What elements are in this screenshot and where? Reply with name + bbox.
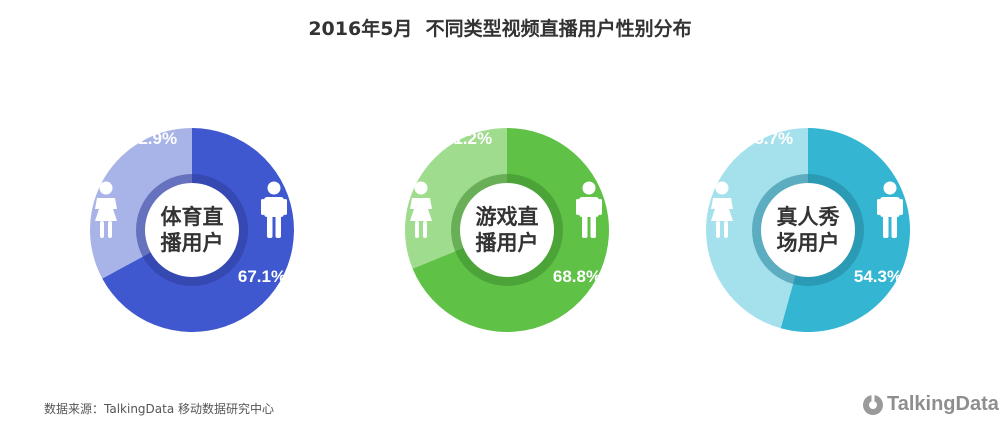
female-icon-head [414,181,428,195]
female-icon [95,181,117,238]
male-icon [576,181,602,238]
male-icon-leg [275,216,281,238]
female-icon-body [711,198,733,221]
female-icon-head [715,181,729,195]
male-icon-leg [582,216,588,238]
talkingdata-logo: TalkingData [862,393,999,416]
male-icon-leg [883,216,889,238]
female-icon [410,181,432,238]
female-icon [711,181,733,238]
female-icon-leg [415,221,419,238]
center-label-line: 游戏直 [476,205,539,229]
label-male-percent: 68.8% [553,267,601,286]
female-icon-leg [100,221,104,238]
male-icon-body [880,197,900,217]
female-icon-body [410,198,432,221]
male-icon-leg [891,216,897,238]
center-label-line: 场用户 [777,231,840,255]
logo-text: TalkingData [887,393,999,415]
male-icon-arm [283,199,287,215]
male-icon-body [579,197,599,217]
male-icon-arm [598,199,602,215]
female-icon-leg [108,221,112,238]
male-icon-head [267,181,281,195]
female-icon-head [99,181,113,195]
male-icon-arm [261,199,265,215]
male-icon-head [883,181,897,195]
center-label-line: 播用户 [161,231,224,255]
center-hole [145,183,239,277]
female-icon-body [95,198,117,221]
data-source-note: 数据来源：TalkingData 移动数据研究中心 [44,402,275,416]
label-male-percent: 54.3% [854,267,902,286]
label-female-percent: 31.2% [444,129,492,148]
male-icon-arm [576,199,580,215]
female-icon-leg [716,221,720,238]
center-label-line: 体育直 [161,205,224,229]
male-icon [877,181,903,238]
label-female-percent: 32.9% [129,129,177,148]
male-icon-head [582,181,596,195]
male-icon [261,181,287,238]
male-icon-leg [267,216,273,238]
label-male-percent: 67.1% [238,267,286,286]
logo-icon [863,394,883,415]
female-icon-leg [724,221,728,238]
male-icon-leg [590,216,596,238]
female-icon-leg [423,221,427,238]
center-label-line: 真人秀 [777,205,840,229]
chart-title: 2016年5月 不同类型视频直播用户性别分布 [308,18,692,40]
center-label-line: 播用户 [476,231,539,255]
male-icon-arm [877,199,881,215]
label-female-percent: 45.7% [745,129,793,148]
center-hole [761,183,855,277]
center-hole [460,183,554,277]
male-icon-arm [899,199,903,215]
male-icon-body [264,197,284,217]
